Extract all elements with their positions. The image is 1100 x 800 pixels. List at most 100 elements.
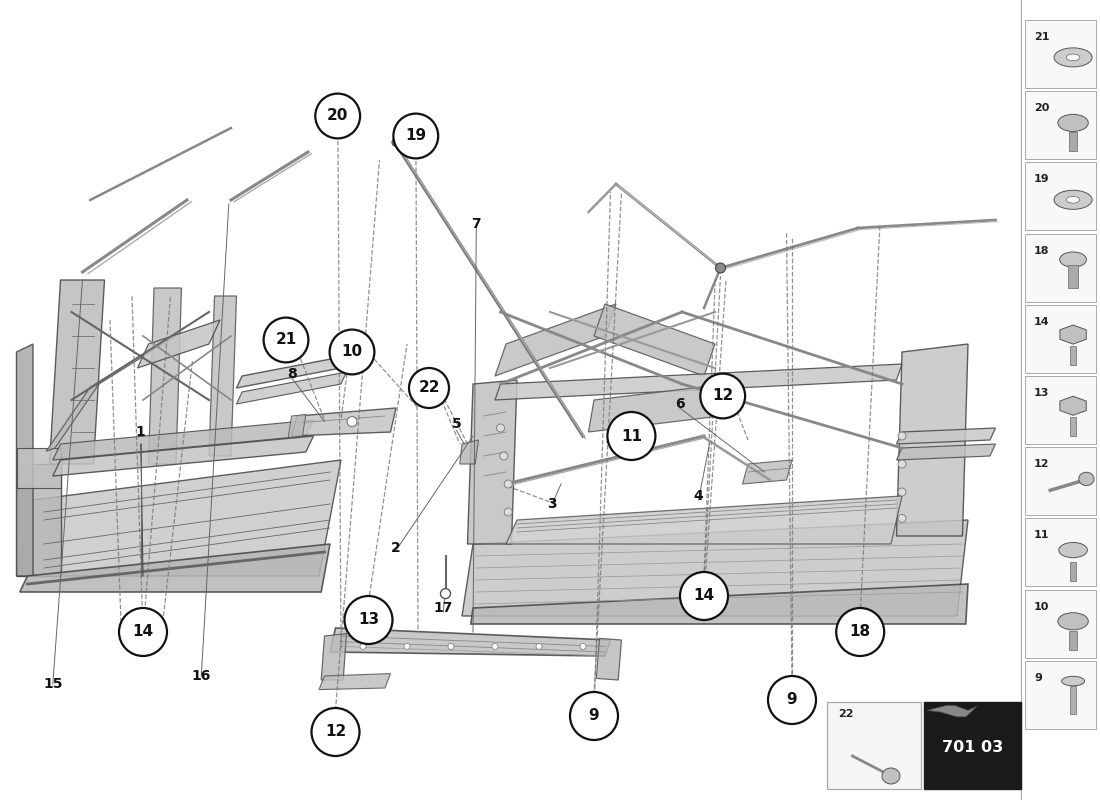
Circle shape (311, 708, 360, 756)
Circle shape (344, 596, 393, 644)
Polygon shape (471, 584, 968, 624)
Text: 11: 11 (1034, 530, 1049, 541)
Text: 15: 15 (43, 677, 63, 691)
Text: 701 03: 701 03 (942, 741, 1003, 755)
Polygon shape (594, 304, 715, 376)
Text: 18: 18 (849, 625, 871, 639)
Circle shape (898, 432, 906, 440)
Circle shape (536, 643, 542, 650)
Ellipse shape (1066, 197, 1080, 203)
Bar (1069, 686, 1077, 714)
Bar (1025, 376, 1096, 444)
Text: 1: 1 (136, 425, 145, 439)
Polygon shape (1060, 396, 1087, 415)
Polygon shape (53, 436, 314, 476)
Polygon shape (588, 384, 726, 432)
Ellipse shape (1066, 54, 1080, 61)
Circle shape (898, 460, 906, 468)
Bar (1025, 234, 1096, 302)
Text: 12: 12 (324, 725, 346, 739)
Bar (1025, 590, 1096, 658)
Circle shape (607, 412, 656, 460)
Text: 21: 21 (1034, 32, 1049, 42)
Text: 9: 9 (1034, 673, 1042, 683)
Text: 11: 11 (620, 429, 642, 443)
Polygon shape (1060, 325, 1087, 344)
Polygon shape (330, 628, 610, 656)
Circle shape (346, 417, 358, 426)
Polygon shape (460, 440, 478, 464)
Text: 22: 22 (418, 381, 440, 395)
Polygon shape (46, 384, 99, 451)
Circle shape (580, 643, 586, 650)
Text: 6: 6 (675, 397, 684, 411)
Polygon shape (288, 414, 306, 438)
Circle shape (264, 318, 308, 362)
Text: 4: 4 (694, 489, 703, 503)
Circle shape (680, 572, 728, 620)
Text: 14: 14 (1034, 317, 1049, 327)
Polygon shape (742, 460, 792, 484)
Circle shape (394, 114, 438, 158)
Ellipse shape (1054, 48, 1092, 67)
Polygon shape (468, 380, 517, 544)
Circle shape (119, 608, 167, 656)
Circle shape (715, 263, 726, 273)
Circle shape (898, 514, 906, 522)
Text: 17: 17 (433, 601, 453, 615)
Polygon shape (596, 638, 622, 680)
Text: 9: 9 (588, 709, 600, 723)
Polygon shape (927, 706, 977, 717)
Polygon shape (209, 296, 236, 456)
Bar (1069, 346, 1077, 365)
Text: 8: 8 (287, 367, 296, 382)
Text: 2: 2 (392, 541, 400, 555)
Polygon shape (236, 356, 346, 388)
Polygon shape (896, 444, 996, 460)
Text: 22: 22 (838, 709, 854, 718)
Bar (1069, 562, 1077, 581)
Polygon shape (148, 288, 182, 464)
Circle shape (404, 643, 410, 650)
Ellipse shape (1059, 542, 1088, 558)
Circle shape (701, 374, 745, 418)
Text: 20: 20 (327, 109, 349, 123)
Circle shape (504, 480, 513, 488)
Circle shape (496, 424, 505, 432)
Bar (1069, 418, 1077, 436)
Circle shape (768, 676, 816, 724)
Circle shape (499, 452, 508, 460)
Bar (1025, 91, 1096, 159)
Text: 10: 10 (1034, 602, 1049, 611)
Bar (1025, 162, 1096, 230)
Text: 14: 14 (132, 625, 154, 639)
Polygon shape (16, 464, 60, 576)
Text: 12: 12 (1034, 459, 1049, 469)
Bar (1025, 20, 1096, 88)
Ellipse shape (882, 768, 900, 784)
Text: 20: 20 (1034, 103, 1049, 114)
Text: 19: 19 (405, 129, 427, 143)
Circle shape (440, 589, 451, 598)
Ellipse shape (1059, 252, 1087, 267)
Circle shape (409, 368, 449, 408)
Text: 13: 13 (358, 613, 379, 627)
Polygon shape (896, 428, 996, 444)
Polygon shape (495, 304, 616, 376)
Text: 14: 14 (693, 589, 715, 603)
Circle shape (492, 643, 498, 650)
Polygon shape (506, 496, 902, 544)
Text: 7: 7 (472, 217, 481, 231)
Text: 5: 5 (452, 417, 461, 431)
Circle shape (504, 508, 513, 516)
Bar (1025, 447, 1096, 515)
Text: 21: 21 (275, 333, 297, 347)
Ellipse shape (1054, 190, 1092, 210)
Polygon shape (16, 460, 341, 576)
Text: 9: 9 (786, 693, 798, 707)
Bar (1068, 266, 1078, 288)
Text: 10: 10 (341, 345, 363, 359)
Bar (827, 702, 921, 789)
Polygon shape (462, 520, 968, 616)
Circle shape (570, 692, 618, 740)
